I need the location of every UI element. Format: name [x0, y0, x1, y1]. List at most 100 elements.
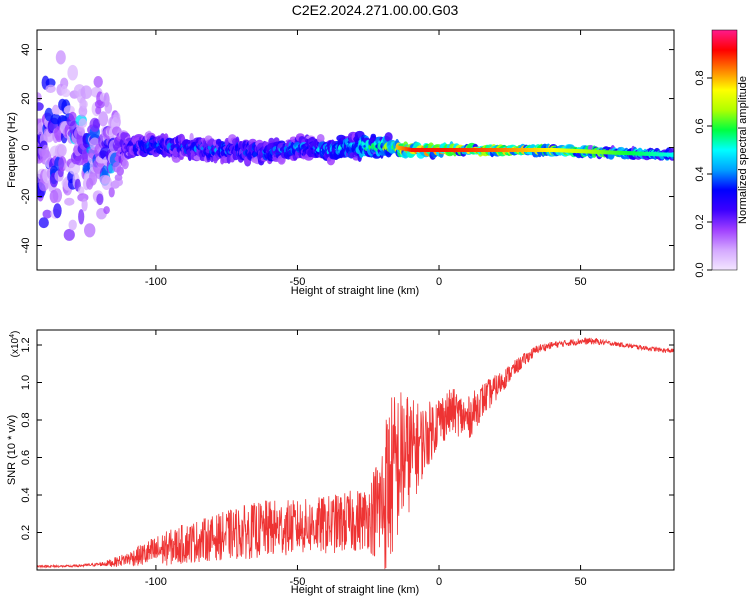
x-tick-label: -100 [145, 576, 167, 588]
heatmap-core-cell [403, 146, 406, 151]
heatmap-cell [121, 159, 129, 170]
heatmap-core-cell [508, 148, 511, 152]
heatmap-cell [108, 187, 115, 198]
heatmap-core-cell [614, 150, 617, 155]
heatmap-core-cell [576, 149, 579, 153]
y-tick-label: -20 [20, 189, 32, 205]
colorbar: 0.0 0.2 0.4 0.6 0.8 Normalized spectral ampl… [694, 29, 749, 278]
heatmap-core-cell [424, 148, 428, 152]
heatmap-core-cell [504, 148, 507, 152]
heatmap-core-cell [607, 150, 610, 155]
heatmap-core-cell [529, 148, 532, 152]
x-tick-label: -50 [290, 276, 306, 288]
colorbar-ticks: 0.0 0.2 0.4 0.6 0.8 [694, 70, 712, 278]
heatmap-core-cell [410, 148, 413, 152]
heatmap-core-cell [419, 148, 422, 152]
heatmap-core-cell [672, 152, 674, 157]
y-tick-label: -40 [20, 238, 32, 254]
heatmap-cell [104, 101, 113, 114]
snr-panel: -100 -50 0 50 0.2 0.4 0.6 0.8 1.0 1.2 Height of … [6, 329, 675, 596]
heatmap-cell [80, 85, 93, 99]
heatmap-cell [67, 64, 78, 81]
heatmap-core-cell [572, 148, 575, 153]
heatmap-cell [38, 217, 49, 229]
colorbar-gradient [711, 29, 738, 271]
colorbar-label: Normalized spectral amplitude [737, 76, 749, 224]
heatmap-core-cell [590, 149, 593, 154]
heatmap-core-cell [518, 148, 521, 152]
heatmap-core-cell [587, 149, 590, 154]
heatmap-cell [77, 125, 85, 136]
heatmap-core-cell [533, 148, 537, 152]
heatmap-cell [78, 118, 88, 128]
heatmap-core-cell [569, 148, 572, 153]
heatmap-core-cell [456, 148, 459, 152]
heatmap-core-cell [538, 148, 541, 152]
heatmap-core-cell [666, 152, 670, 157]
heatmap-core-cell [492, 148, 495, 152]
colorbar-tick-label: 0.4 [694, 166, 706, 181]
heatmap-core-cell [583, 149, 586, 154]
spectrogram-x-label: Height of straight line (km) [291, 285, 419, 297]
heatmap-cell [68, 111, 77, 122]
heatmap-core-cell [407, 147, 411, 152]
heatmap-core-cell [505, 148, 508, 152]
heatmap-core-cell [399, 146, 402, 150]
heatmap-core-cell [511, 148, 514, 152]
heatmap-core-cell [433, 148, 436, 152]
heatmap-cell [52, 188, 63, 203]
heatmap-core-cell [501, 148, 504, 152]
y-tick-label: 20 [20, 92, 32, 104]
heatmap-cell [96, 193, 104, 206]
snr-series-line [37, 336, 674, 570]
heatmap-core-cell [491, 148, 494, 152]
heatmap-core-cell [543, 148, 546, 152]
heatmap-core-cell [635, 151, 638, 156]
heatmap-core-cell [565, 148, 568, 153]
heatmap-core-cell [582, 149, 585, 154]
spectrogram-panel: -100 -50 0 50 -40 -20 0 20 40 Height of straigh… [6, 29, 675, 297]
heatmap-cell [93, 76, 103, 88]
heatmap-core-cell [423, 148, 426, 152]
heatmap-core-cell [444, 148, 447, 152]
heatmap-core-cell [430, 148, 433, 152]
heatmap-cell [114, 174, 123, 181]
heatmap-core-cell [610, 150, 613, 155]
heatmap-core-cell [649, 152, 653, 156]
y-tick-label: 0.2 [20, 525, 32, 540]
heatmap-core-cell [638, 151, 641, 156]
heatmap-core-cell [490, 148, 493, 152]
heatmap-core-cell [522, 148, 525, 152]
figure-title: C2E2.2024.271.00.00.G03 [291, 2, 459, 18]
heatmap-core-cell [542, 148, 545, 152]
heatmap-core-cell [604, 150, 607, 155]
heatmap-core-cell [627, 151, 630, 156]
snr-x-label: Height of straight line (km) [291, 584, 419, 596]
heatmap-core-cell [651, 152, 654, 156]
heatmap-cell [45, 84, 56, 94]
heatmap-core-cell [474, 148, 477, 152]
heatmap-core-cell [665, 152, 668, 157]
heatmap-core-cell [617, 150, 620, 155]
heatmap-cell [63, 228, 75, 241]
heatmap-core-cell [608, 150, 612, 155]
heatmap-core-cell [481, 148, 484, 152]
heatmap-core-cell [454, 148, 457, 152]
snr-y-label: SNR (10 * v/v) [6, 415, 18, 485]
y-tick-label: 0.8 [20, 412, 32, 427]
heatmap-core-cell [532, 148, 535, 152]
heatmap-core-cell [540, 148, 544, 152]
heatmap-core-cell [545, 148, 548, 152]
heatmap-cell [41, 144, 50, 161]
heatmap-core-cell [514, 148, 517, 152]
heatmap-core-cell [502, 148, 505, 152]
heatmap-core-cell [460, 148, 463, 152]
spectrogram-y-axis: -40 -20 0 20 40 [20, 43, 674, 253]
heatmap-core-cell [664, 152, 667, 157]
heatmap-core-cell [480, 148, 483, 152]
colorbar-tick-label: 0.8 [694, 70, 706, 85]
heatmap-core-cell [434, 148, 437, 152]
heatmap-core-cell [436, 148, 439, 152]
snr-y-axis: 0.2 0.4 0.6 0.8 1.0 1.2 [20, 337, 674, 540]
x-tick-label: -100 [145, 276, 167, 288]
